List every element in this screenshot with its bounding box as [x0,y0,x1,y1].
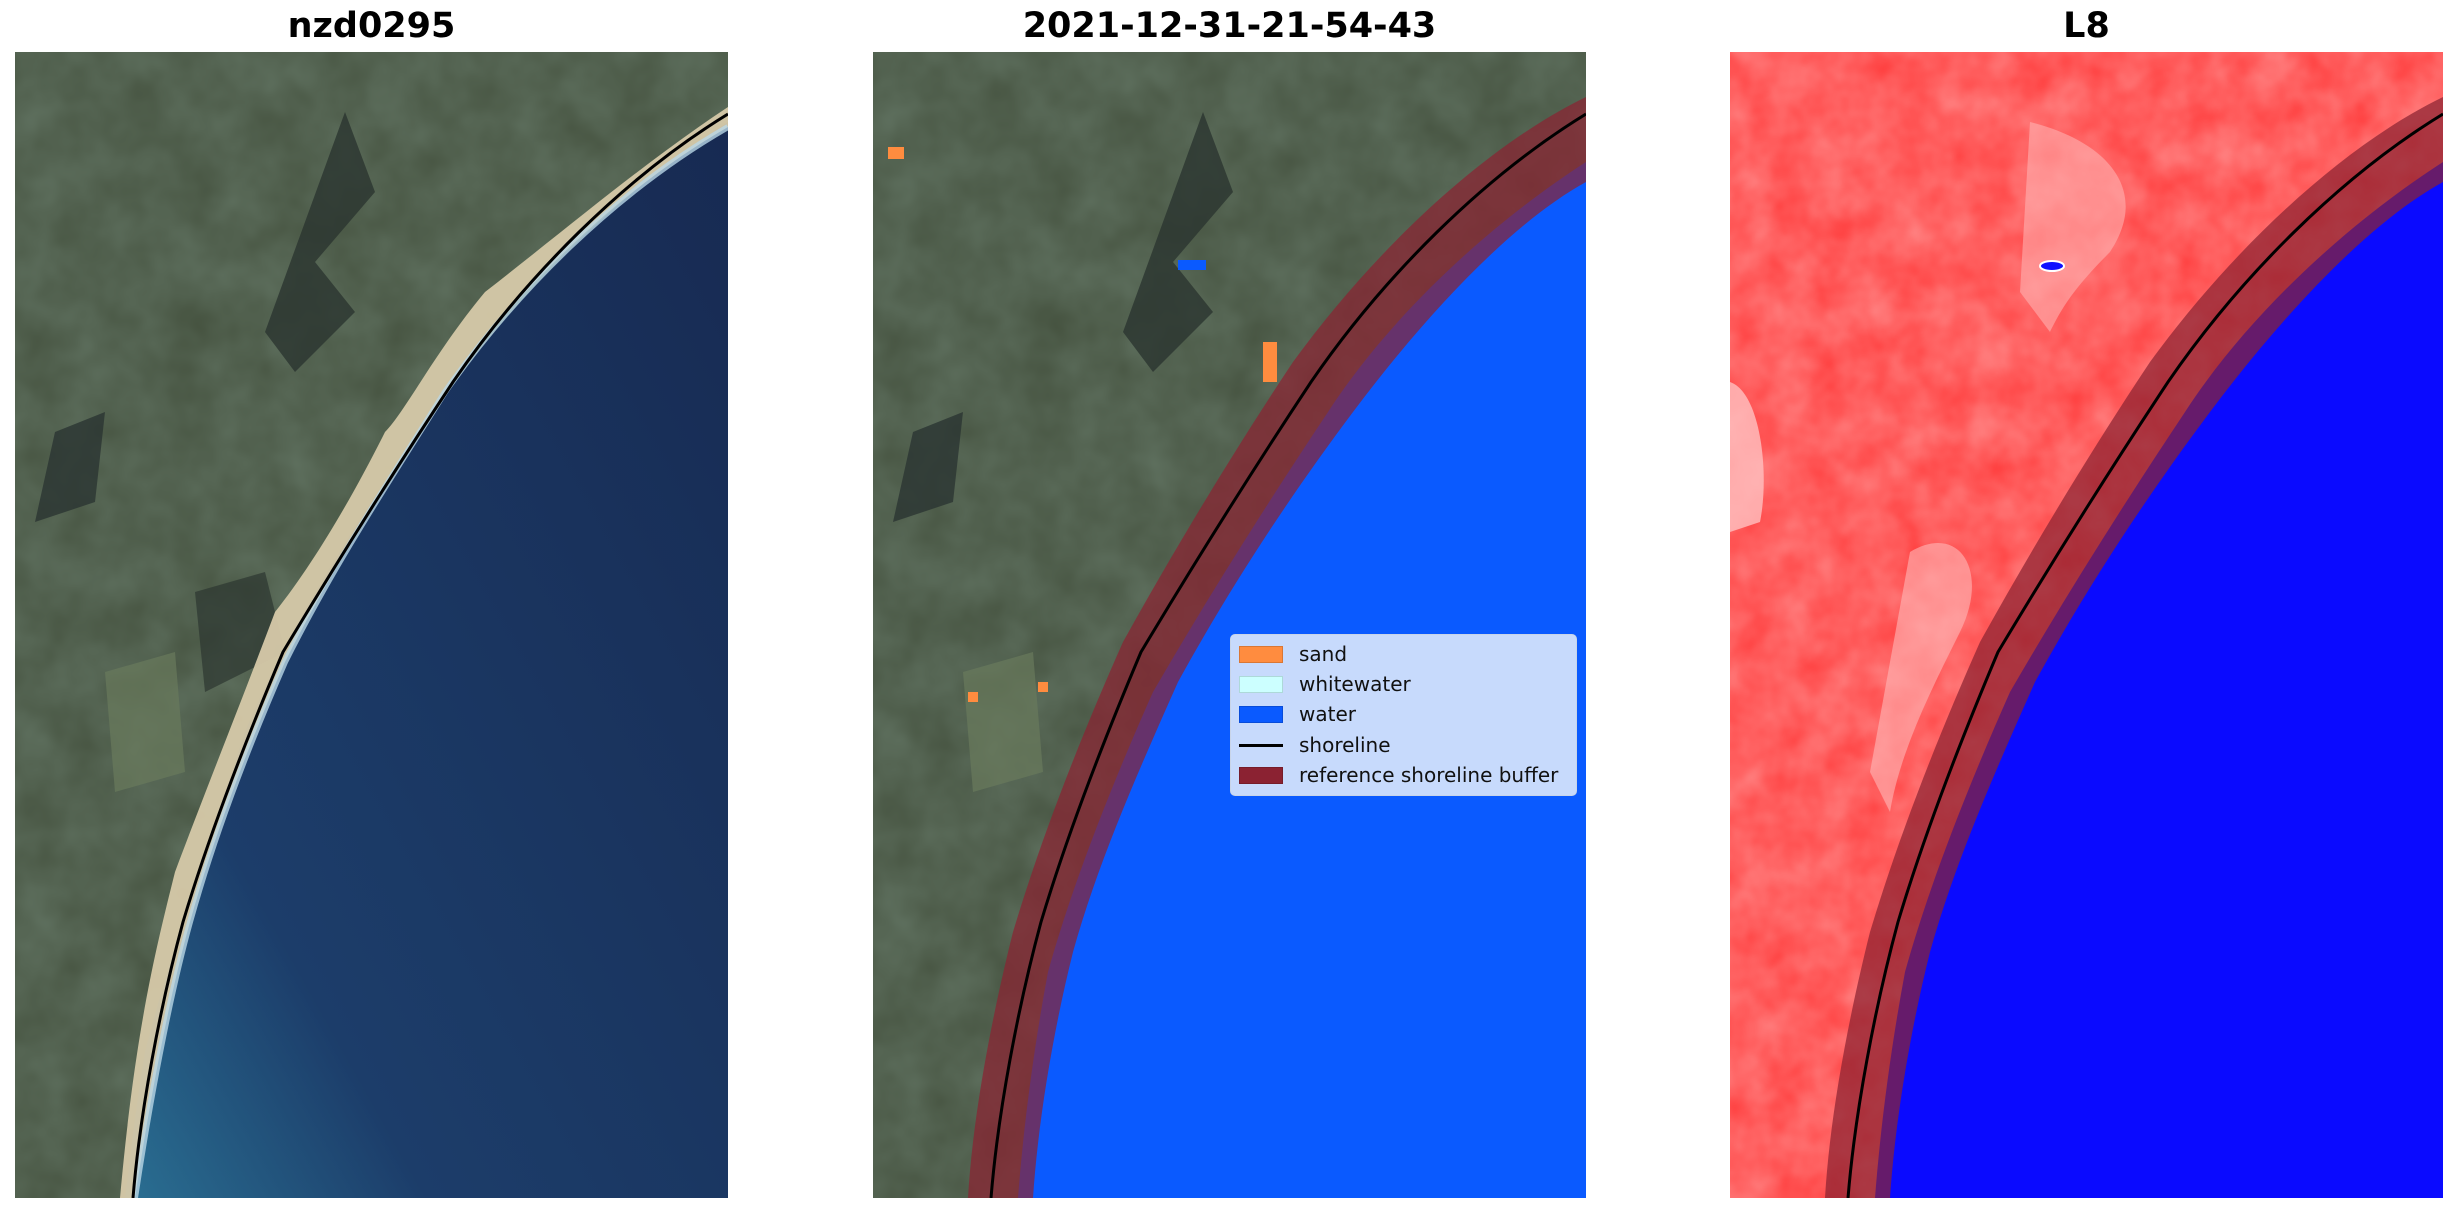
legend-label: shoreline [1299,733,1391,757]
sand-patch [888,147,904,159]
legend-label: water [1299,702,1356,726]
legend-label: reference shoreline buffer [1299,763,1559,787]
whitewater-swatch [1239,675,1283,693]
sand-swatch [1239,645,1283,663]
reference-shoreline-buffer [1825,97,2443,1198]
rgb-satellite-image [15,52,728,1198]
legend-label: whitewater [1299,672,1411,696]
legend-item-buffer: reference shoreline buffer [1239,763,1559,787]
water-patch [1178,260,1206,270]
legend-item-sand: sand [1239,642,1348,666]
shoreline-line [131,112,728,1198]
legend-label: sand [1299,642,1348,666]
shoreline-swatch [1239,743,1283,747]
legend-item-water: water [1239,702,1356,726]
legend: sand whitewater water shoreline referenc… [1230,634,1577,796]
middle-panel-title: 2021-12-31-21-54-43 [1022,6,1437,46]
classified-image [873,52,1586,1198]
left-panel-title: nzd0295 [287,6,456,46]
water-patch [2039,260,2065,272]
right-panel-title: L8 [2063,6,2110,46]
index-image [1730,52,2443,1198]
sand-patch [968,692,978,702]
water-swatch [1239,705,1283,723]
ocean-area [125,122,728,1198]
sand-patch [1038,682,1048,692]
legend-item-shoreline: shoreline [1239,733,1391,757]
buffer-swatch [1239,766,1283,784]
reference-shoreline-buffer [968,97,1586,1198]
sand-patch [1263,342,1277,382]
shoreline-line [989,112,1586,1198]
water-index [1875,162,2443,1198]
legend-item-whitewater: whitewater [1239,672,1411,696]
shoreline-line [1846,112,2443,1198]
